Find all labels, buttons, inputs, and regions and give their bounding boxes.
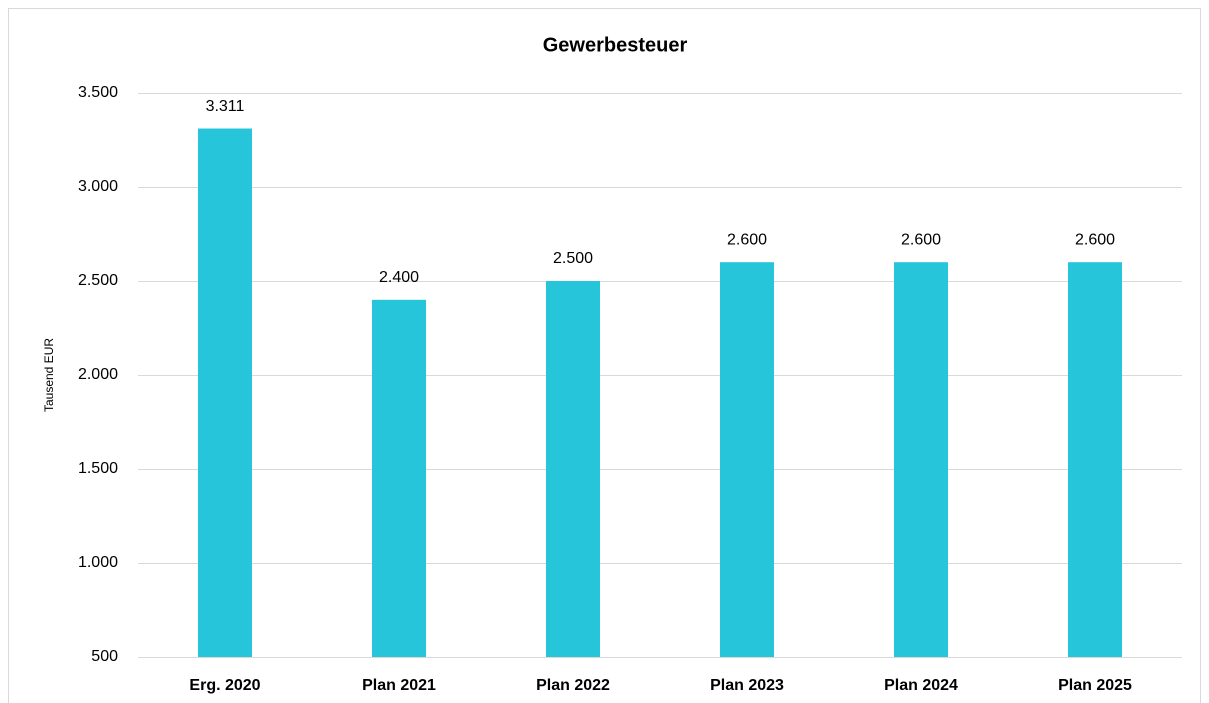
x-tick-label: Plan 2024 xyxy=(884,677,958,694)
bar xyxy=(1068,262,1122,657)
data-label: 2.600 xyxy=(901,231,941,248)
x-tick-label: Plan 2022 xyxy=(536,677,610,694)
y-tick-label: 1.500 xyxy=(78,460,118,477)
y-tick-label: 1.000 xyxy=(78,554,118,571)
y-tick-label: 3.500 xyxy=(78,84,118,101)
data-label: 2.500 xyxy=(553,250,593,267)
chart-title: Gewerbesteuer xyxy=(543,34,688,56)
bar xyxy=(372,299,426,657)
bar xyxy=(546,281,600,657)
data-label: 3.311 xyxy=(206,98,245,115)
y-tick-label: 500 xyxy=(91,648,118,665)
x-tick-label: Plan 2023 xyxy=(710,677,784,694)
data-label: 2.400 xyxy=(379,269,419,286)
chart-border xyxy=(8,8,1201,703)
y-tick-label: 2.500 xyxy=(78,272,118,289)
data-label: 2.600 xyxy=(1075,231,1115,248)
bar xyxy=(198,128,252,658)
x-tick-label: Erg. 2020 xyxy=(189,677,260,694)
y-tick-label: 3.000 xyxy=(78,178,118,195)
y-tick-label: 2.000 xyxy=(78,366,118,383)
data-label: 2.600 xyxy=(727,231,767,248)
bar xyxy=(894,262,948,657)
x-tick-label: Plan 2025 xyxy=(1058,677,1132,694)
x-tick-label: Plan 2021 xyxy=(362,677,436,694)
y-axis-label: Tausend EUR xyxy=(42,338,56,412)
bar xyxy=(720,262,774,657)
